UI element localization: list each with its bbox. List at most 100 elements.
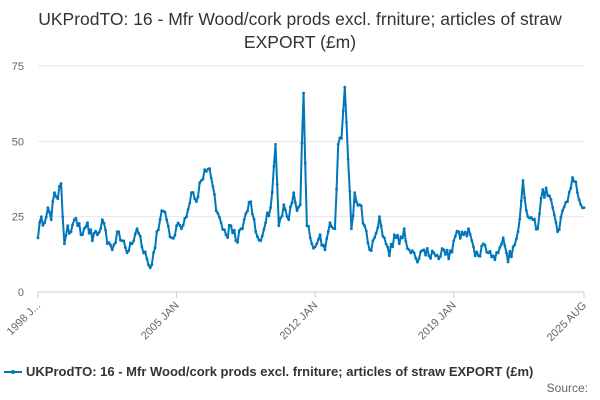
data-point (158, 218, 162, 221)
data-point (251, 212, 254, 216)
data-point (536, 227, 540, 231)
data-point (373, 236, 376, 240)
data-point (76, 224, 79, 228)
data-point (242, 218, 246, 222)
legend-label: UKProdTO: 16 - Mfr Wood/cork prods excl.… (26, 364, 534, 379)
data-point (333, 227, 337, 231)
data-point (483, 243, 487, 247)
data-point (389, 242, 393, 246)
data-point (579, 203, 583, 207)
data-point (523, 196, 526, 200)
data-point (246, 209, 249, 213)
data-point (77, 222, 81, 225)
data-point (442, 248, 446, 252)
data-point (81, 233, 84, 237)
data-point (493, 258, 497, 262)
data-point (292, 191, 296, 195)
data-point (325, 237, 329, 241)
data-point (323, 248, 327, 252)
data-point (211, 185, 215, 188)
data-point (577, 198, 581, 202)
data-point (86, 221, 89, 225)
data-point (541, 188, 545, 191)
data-point (310, 242, 314, 246)
data-point (176, 221, 180, 225)
data-point (236, 241, 240, 244)
data-point (89, 228, 93, 232)
data-point (435, 253, 439, 257)
data-point (244, 212, 248, 216)
data-point (551, 206, 555, 210)
data-point (359, 204, 363, 208)
data-point (166, 224, 170, 228)
data-point (391, 245, 395, 249)
data-point (226, 236, 230, 240)
data-point (49, 218, 53, 222)
data-point (407, 248, 411, 252)
x-tick-label: 2012 JAN (278, 300, 321, 343)
data-point (498, 245, 502, 249)
data-point (203, 168, 207, 172)
data-point (153, 246, 157, 250)
data-point (132, 239, 136, 243)
data-point (152, 251, 155, 255)
data-point (496, 251, 500, 255)
data-point (213, 193, 216, 197)
data-point (397, 242, 401, 246)
data-point (51, 199, 55, 203)
data-point (336, 142, 340, 146)
data-point (99, 227, 103, 231)
data-point (295, 209, 299, 213)
data-point (64, 233, 68, 237)
data-point (511, 245, 515, 249)
data-point (326, 230, 330, 233)
data-point (430, 249, 434, 253)
legend[interactable]: UKProdTO: 16 - Mfr Wood/cork prods excl.… (4, 364, 533, 379)
data-point (223, 228, 226, 232)
data-point (458, 237, 462, 240)
data-point (516, 230, 520, 234)
data-point (298, 203, 302, 207)
data-point (343, 85, 347, 89)
data-point (317, 238, 320, 241)
data-point (209, 176, 213, 180)
data-point (374, 231, 378, 235)
data-point (510, 255, 513, 259)
data-point (302, 91, 305, 95)
data-point (208, 167, 212, 170)
data-point (237, 229, 241, 233)
data-point (411, 249, 414, 253)
data-point (104, 228, 107, 232)
data-point (171, 237, 175, 240)
data-point (280, 214, 284, 218)
x-tick-label: 2025 AUG (545, 300, 589, 344)
data-point (303, 161, 307, 165)
data-point (117, 230, 121, 234)
data-point (114, 241, 117, 245)
data-point (452, 239, 456, 243)
data-point (480, 244, 484, 248)
data-point (543, 196, 546, 199)
data-point (48, 210, 51, 214)
data-point (186, 208, 190, 211)
data-point (450, 250, 454, 254)
data-point (401, 236, 404, 240)
data-point (277, 224, 281, 228)
data-point (140, 245, 144, 249)
data-point (414, 256, 418, 260)
y-tick-label: 25 (12, 212, 24, 224)
data-point (54, 195, 58, 199)
data-point (508, 249, 512, 253)
y-tick-label: 0 (18, 287, 24, 299)
data-point (74, 216, 78, 220)
data-point (147, 263, 150, 267)
data-point (366, 241, 370, 245)
data-point (272, 165, 276, 168)
source-label: Source: (546, 381, 588, 395)
data-point (315, 242, 319, 246)
data-point (379, 224, 383, 228)
data-point (44, 215, 48, 219)
data-point (204, 170, 208, 173)
data-point (363, 224, 366, 228)
